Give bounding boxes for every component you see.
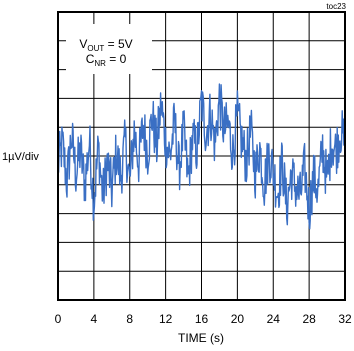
x-tick-label: 12 (159, 312, 173, 326)
x-tick-label: 28 (302, 312, 316, 326)
noise-trace (57, 83, 346, 230)
annotation-vout-sub: OUT (87, 44, 104, 53)
annotation-vout: VOUT = 5V (79, 37, 132, 53)
annotation-cnr-value: = 0 (106, 52, 127, 66)
annotation-cnr: CNR = 0 (86, 52, 127, 68)
plot-frame (57, 11, 346, 301)
annotation-vout-value: = 5V (104, 37, 132, 51)
corner-label: toc23 (326, 2, 346, 11)
x-axis-label: TIME (s) (178, 331, 224, 345)
annotation-cnr-main: C (86, 52, 95, 66)
x-tick-label: 8 (126, 312, 133, 326)
y-axis-label: 1µV/div (2, 151, 39, 163)
x-tick-label: 32 (338, 312, 352, 326)
x-tick-label: 4 (91, 312, 98, 326)
x-tick-labels: 0 4 8 12 16 20 24 28 32 (55, 312, 352, 326)
annotation-cnr-sub: NR (94, 59, 106, 68)
x-tick-label: 16 (195, 312, 209, 326)
plot-traces (57, 83, 346, 230)
annotation-vout-main: V (79, 37, 87, 51)
x-tick-label: 24 (267, 312, 281, 326)
x-tick-label: 0 (55, 312, 62, 326)
annotation-box (66, 24, 152, 74)
x-tick-label: 20 (231, 312, 245, 326)
